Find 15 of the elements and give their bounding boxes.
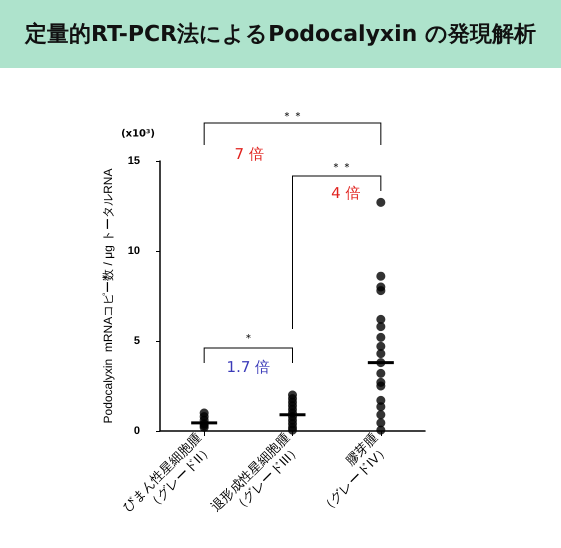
- chart-title: 定量的RT-PCR法によるPodocalyxin の発現解析: [0, 0, 561, 68]
- text: (x10³): [121, 128, 155, 140]
- annotation: 1.7 倍: [226, 358, 270, 376]
- x-tick-label: 膠芽腫 （グレードIV）: [317, 430, 392, 516]
- annotation: 7 倍: [234, 145, 264, 163]
- y-axis-title: Podocalyxin mRNAコピー数 / μg トータルRNA: [101, 168, 115, 424]
- text: ＊＊: [282, 110, 304, 122]
- annotation: ＊＊: [330, 160, 353, 174]
- y-tick-label: 10: [128, 245, 140, 257]
- x-tick-label: 退形成性星細胞腫 （グレードIII）: [208, 430, 304, 515]
- y-tick-label: 5: [134, 335, 140, 347]
- annotation: 4 倍: [331, 184, 360, 202]
- y-tick-label: 15: [128, 155, 140, 167]
- y-tick-label: 0: [134, 425, 140, 437]
- annotation: ＊: [242, 332, 254, 344]
